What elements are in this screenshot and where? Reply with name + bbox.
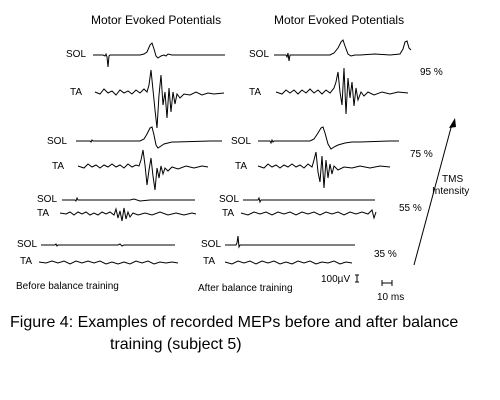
sol-label-55-before: SOL — [37, 194, 58, 205]
amplitude-scale-label: 100µV — [321, 274, 351, 285]
sol-label-95-after: SOL — [249, 49, 270, 60]
column-title-after: Motor Evoked Potentials — [274, 13, 405, 27]
trace-ta-75-after — [257, 151, 391, 189]
ta-label-75-after: TA — [235, 161, 248, 172]
trace-ta-95-before — [94, 69, 225, 129]
trace-ta-35-after — [224, 260, 353, 265]
tms-intensity-arrow — [413, 123, 453, 266]
ta-label-35-before: TA — [20, 256, 33, 267]
trace-ta-55-before — [59, 207, 197, 222]
sol-label-75-after: SOL — [231, 136, 252, 147]
figure-caption-line-2: training (subject 5) — [110, 336, 242, 353]
trace-ta-75-before — [77, 149, 209, 191]
tms-axis-label-2: Intensity — [432, 186, 470, 197]
trace-sol-55-before — [62, 196, 195, 202]
sol-label-35-after: SOL — [201, 239, 222, 250]
ta-label-75-before: TA — [52, 161, 65, 172]
trace-ta-35-before — [38, 260, 179, 265]
ta-label-95-after: TA — [249, 87, 262, 98]
sol-label-35-before: SOL — [17, 239, 38, 250]
column-title-before: Motor Evoked Potentials — [91, 13, 222, 27]
ta-label-95-before: TA — [70, 87, 83, 98]
condition-label-after: After balance training — [198, 283, 293, 294]
tms-arrow-head — [449, 118, 456, 128]
ta-label-55-after: TA — [222, 208, 235, 219]
tms-axis-label-1: TMS — [442, 174, 464, 185]
trace-sol-95-before — [93, 42, 225, 68]
ta-label-35-after: TA — [203, 256, 216, 267]
sol-label-75-before: SOL — [47, 136, 68, 147]
trace-sol-95-after — [274, 39, 412, 62]
intensity-label-35: 35 % — [374, 249, 397, 260]
intensity-label-75: 75 % — [410, 149, 433, 160]
intensity-label-55: 55 % — [399, 203, 422, 214]
intensity-label-95: 95 % — [420, 67, 443, 78]
trace-sol-55-after — [243, 196, 375, 204]
trace-sol-75-after — [258, 126, 399, 150]
trace-ta-95-after — [275, 67, 409, 115]
trace-sol-35-before — [41, 243, 175, 247]
trace-sol-35-after — [225, 235, 355, 249]
condition-label-before: Before balance training — [16, 281, 119, 292]
sol-label-95-before: SOL — [66, 49, 87, 60]
trace-sol-75-before — [76, 126, 222, 149]
figure-caption-line-1: Figure 4: Examples of recorded MEPs befo… — [10, 314, 459, 331]
sol-label-55-after: SOL — [219, 194, 240, 205]
trace-ta-55-after — [240, 209, 377, 220]
ta-label-55-before: TA — [37, 208, 50, 219]
time-scale-label: 10 ms — [377, 292, 405, 303]
